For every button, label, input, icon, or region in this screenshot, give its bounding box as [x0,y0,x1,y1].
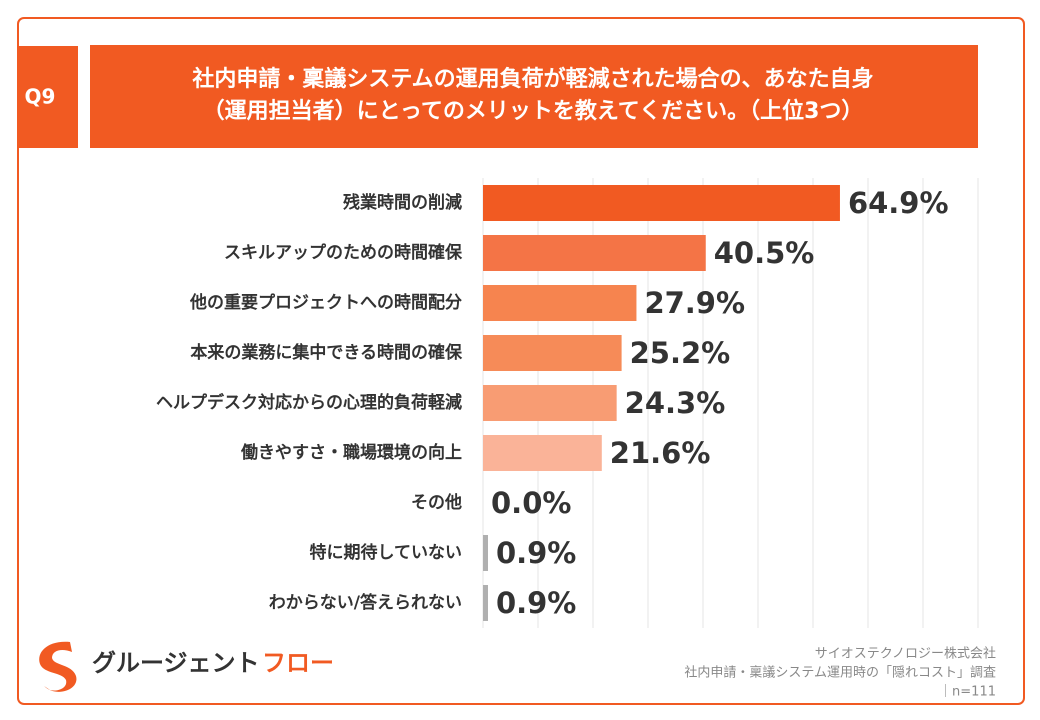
category-label: 残業時間の削減 [343,192,462,213]
frame [17,17,1025,705]
category-label: 特に期待していない [310,542,463,563]
category-label: スキルアップのための時間確保 [224,242,463,263]
logo-text: グルージェント [92,649,260,677]
title-line: （運用担当者）にとってのメリットを教えてください。（上位3つ） [203,98,864,124]
value-label: 64.9% [848,186,949,220]
question-label: Q9 [25,85,56,109]
value-label: 40.5% [714,236,815,270]
footer-line: サイオステクノロジー株式会社 [815,646,996,662]
category-label: ヘルプデスク対応からの心理的負荷軽減 [156,392,462,413]
category-label: 本来の業務に集中できる時間の確保 [190,342,463,363]
category-label: 他の重要プロジェクトへの時間配分 [189,292,462,313]
value-label: 0.9% [496,536,576,570]
title-box [90,45,978,148]
footer-line: ｜n=111 [939,685,996,700]
bar [483,285,637,321]
bar [483,435,602,471]
category-label: わからない/答えられない [269,592,462,613]
question-box [18,46,78,148]
bar [483,385,617,421]
bar [483,185,840,221]
category-label: 働きやすさ・職場環境の向上 [240,442,462,463]
bar-stub [483,535,488,571]
bar [483,235,706,271]
bar-stub [483,585,488,621]
plot: 残業時間の削減 64.9% スキルアップのための時間確保 40.5% 他の重要プロジェク… [156,178,979,628]
logo-text: フロー [262,649,334,677]
bar [483,335,622,371]
title-line: 社内申請・稟議システムの運用負荷が軽減された場合の、あなた自身 [192,66,873,92]
value-label: 21.6% [610,436,711,470]
category-label: その他 [411,492,462,513]
logo-mark [39,641,77,692]
value-label: 0.0% [491,486,571,520]
value-label: 24.3% [625,386,726,420]
value-label: 25.2% [630,336,731,370]
value-label: 0.9% [496,586,576,620]
footer-line: 社内申請・稟議システム運用時の「隠れコスト」調査 [684,665,996,681]
value-label: 27.9% [644,286,745,320]
